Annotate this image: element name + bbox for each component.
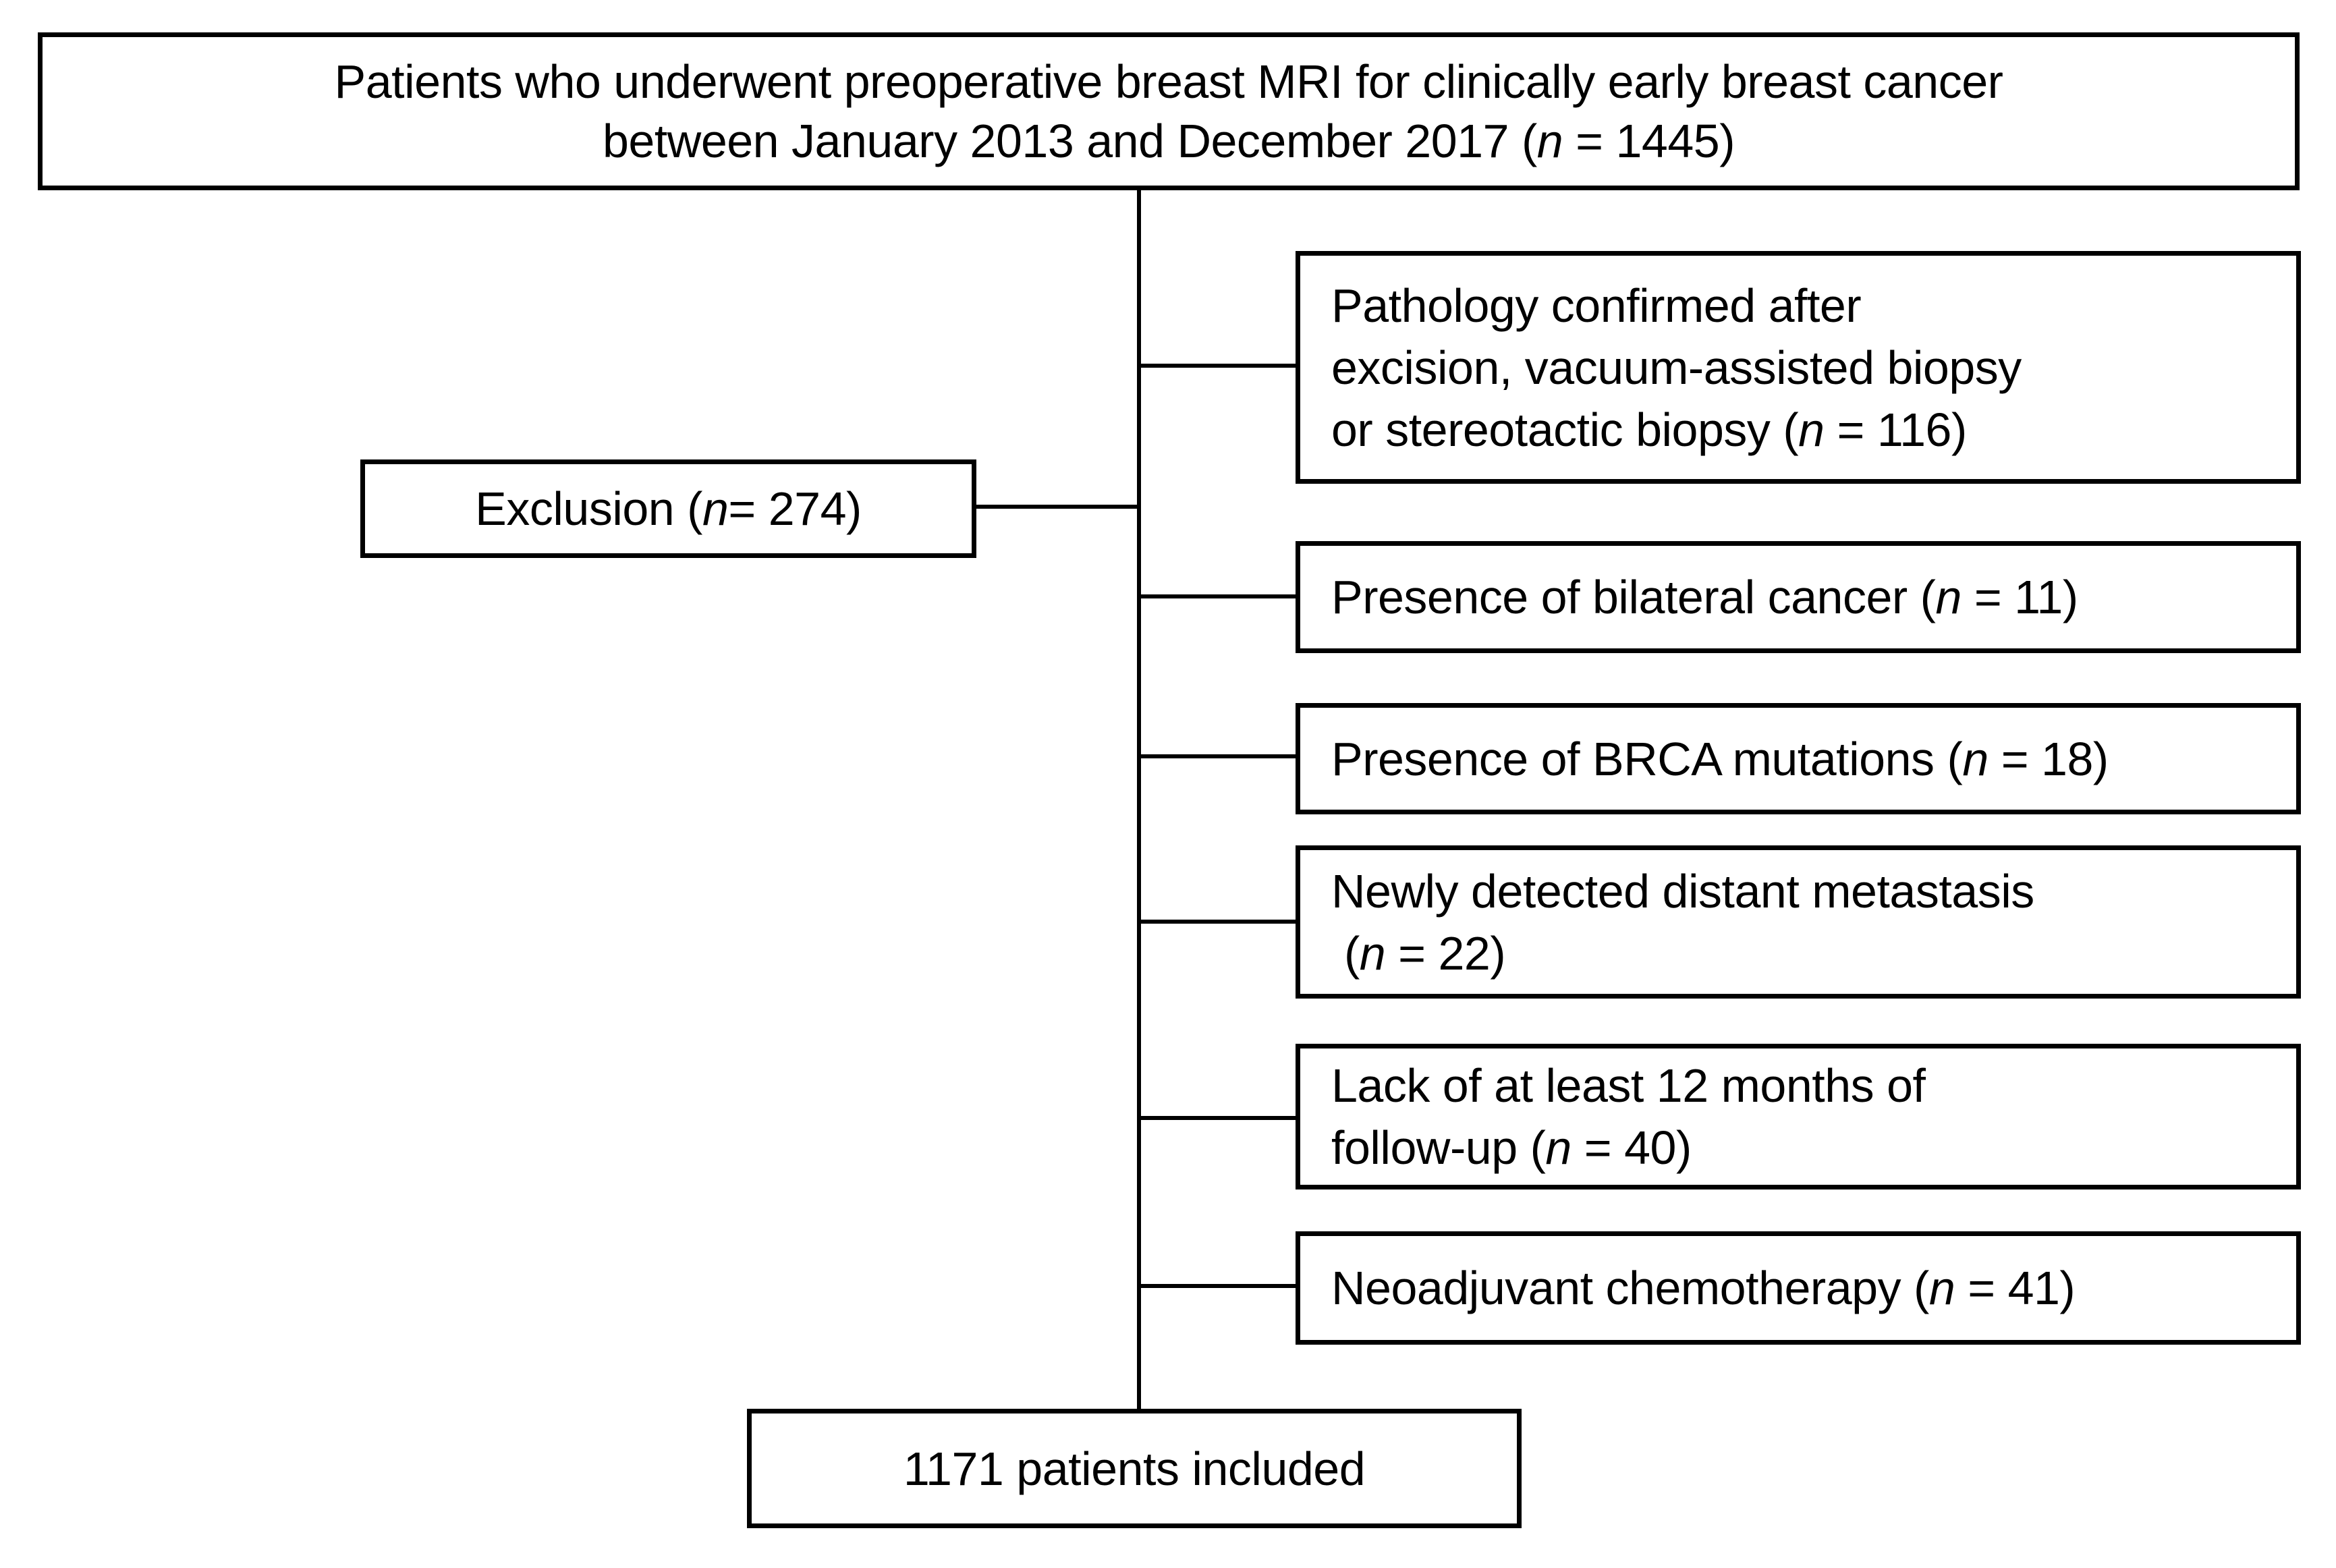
connector-line-followup <box>1139 1116 1296 1120</box>
text-line: 1171 patients included <box>903 1438 1366 1500</box>
text-segment: Presence of BRCA mutations ( <box>1331 732 1963 785</box>
reason-box-neoadjuvant-chemotherapy: Neoadjuvant chemotherapy (n = 41) <box>1296 1231 2301 1345</box>
text-segment: or stereotactic biopsy ( <box>1331 403 1799 456</box>
text-line: Lack of at least 12 months of <box>1331 1055 1926 1117</box>
text-segment: excision, vacuum-assisted biopsy <box>1331 341 2022 394</box>
reason-box-pathology: Pathology confirmed after excision, vacuu… <box>1296 251 2301 484</box>
n-symbol: n <box>702 482 729 535</box>
text-segment: Lack of at least 12 months of <box>1331 1059 1926 1112</box>
text-segment: = 40) <box>1571 1121 1692 1174</box>
connector-line-metastasis <box>1139 920 1296 924</box>
included-box: 1171 patients included <box>747 1409 1522 1528</box>
text-segment: Pathology confirmed after <box>1331 279 1862 332</box>
reason-box-distant-metastasis: Newly detected distant metastasis (n = 2… <box>1296 845 2301 999</box>
reason-box-brca-mutations: Presence of BRCA mutations (n = 18) <box>1296 703 2301 814</box>
flow-trunk-line <box>1137 190 1141 1409</box>
exclusion-box: Exclusion (n= 274) <box>360 459 976 558</box>
n-symbol: n <box>1935 571 1962 623</box>
n-symbol: n <box>1928 1262 1955 1314</box>
reason-box-followup: Lack of at least 12 months of follow-up (… <box>1296 1044 2301 1189</box>
text-segment: = 1445) <box>1563 115 1735 167</box>
n-symbol: n <box>1545 1121 1572 1174</box>
text-line: (n = 22) <box>1331 922 1506 984</box>
text-segment: Neoadjuvant chemotherapy ( <box>1331 1262 1929 1314</box>
n-symbol: n <box>1359 926 1386 980</box>
exclusion-connector-line <box>972 505 1141 509</box>
text-line: Neoadjuvant chemotherapy (n = 41) <box>1331 1257 2076 1319</box>
text-line: Newly detected distant metastasis <box>1331 860 2034 922</box>
text-line: excision, vacuum-assisted biopsy <box>1331 337 2022 399</box>
text-segment: Exclusion ( <box>475 482 702 535</box>
text-segment: = 41) <box>1955 1262 2076 1314</box>
connector-line-bilateral <box>1139 594 1296 598</box>
text-line: Presence of bilateral cancer (n = 11) <box>1331 566 2078 628</box>
text-line: Pathology confirmed after <box>1331 275 1862 337</box>
text-line: or stereotactic biopsy (n = 116) <box>1331 399 1967 461</box>
text-line: Patients who underwent preoperative brea… <box>335 52 2003 111</box>
text-segment: Presence of bilateral cancer ( <box>1331 571 1936 623</box>
text-segment: = 11) <box>1961 571 2078 623</box>
text-segment: 1171 patients included <box>903 1442 1366 1495</box>
reason-box-bilateral-cancer: Presence of bilateral cancer (n = 11) <box>1296 541 2301 653</box>
connector-line-neoadjuvant <box>1139 1284 1296 1288</box>
text-line: Presence of BRCA mutations (n = 18) <box>1331 728 2109 790</box>
text-segment: = 116) <box>1824 403 1968 456</box>
text-segment: follow-up ( <box>1331 1121 1546 1174</box>
text-line: follow-up (n = 40) <box>1331 1117 1692 1179</box>
text-line: between January 2013 and December 2017 (… <box>603 111 1735 171</box>
n-symbol: n <box>1536 115 1563 167</box>
n-symbol: n <box>1798 403 1825 456</box>
text-segment: between January 2013 and December 2017 ( <box>602 115 1537 167</box>
text-line: Exclusion (n= 274) <box>475 478 862 540</box>
enrollment-box: Patients who underwent preoperative brea… <box>38 32 2300 190</box>
text-segment: = 274) <box>728 482 862 535</box>
text-segment: Newly detected distant metastasis <box>1331 864 2034 918</box>
text-segment: = 18) <box>1988 732 2109 785</box>
n-symbol: n <box>1962 732 1989 785</box>
connector-line-pathology <box>1139 364 1296 368</box>
text-segment: Patients who underwent preoperative brea… <box>334 55 2003 108</box>
text-segment: ( <box>1331 926 1360 980</box>
text-segment: = 22) <box>1385 926 1506 980</box>
connector-line-brca <box>1139 754 1296 758</box>
